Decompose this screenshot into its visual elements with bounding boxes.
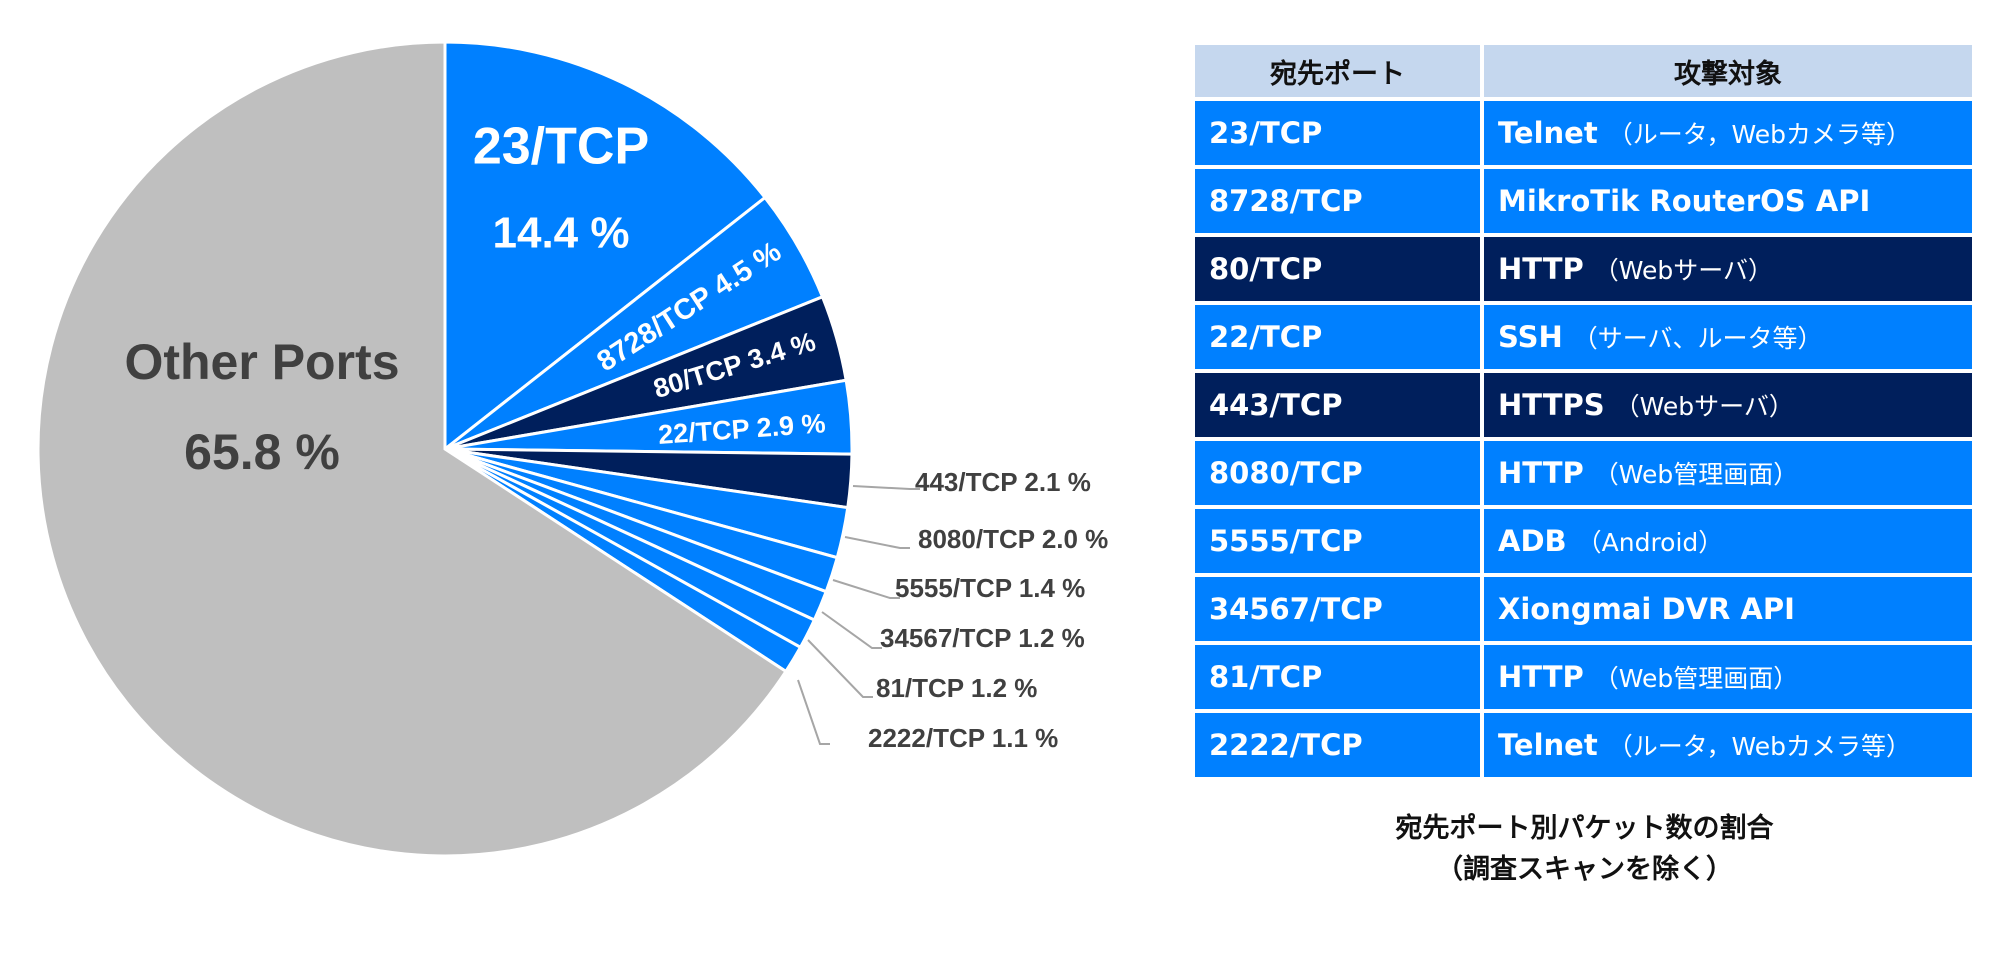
leader-line <box>844 536 910 549</box>
target-cell: Telnet （ルータ，Webカメラ等） <box>1482 99 1974 167</box>
header-target: 攻撃対象 <box>1482 43 1974 99</box>
leader-line <box>852 485 920 490</box>
chart-subtitle: （調査スキャンを除く） <box>1436 854 1733 885</box>
target-name: Telnet <box>1498 728 1598 762</box>
target-cell: HTTP （Web管理画面） <box>1482 643 1974 711</box>
data-label-other-ports-pct: 65.8 % <box>184 424 340 480</box>
target-name: MikroTik RouterOS API <box>1498 184 1871 218</box>
target-note: （Webサーバ） <box>1614 392 1794 421</box>
leader-line <box>807 639 873 698</box>
table-row: 8728/TCP MikroTik RouterOS API <box>1193 167 1974 235</box>
port-cell: 8728/TCP <box>1193 167 1482 235</box>
target-name: HTTP <box>1498 660 1584 694</box>
chart-title: 宛先ポート別パケット数の割合 <box>1395 813 1774 844</box>
target-cell: HTTP （Web管理画面） <box>1482 439 1974 507</box>
header-port: 宛先ポート <box>1193 43 1482 99</box>
target-name: SSH <box>1498 320 1563 354</box>
pie-slice-other-ports <box>36 40 788 858</box>
target-note: （ルータ，Webカメラ等） <box>1607 732 1911 761</box>
data-label-other-ports: Other Ports <box>124 334 399 390</box>
target-cell: ADB （Android） <box>1482 507 1974 575</box>
table-row: 2222/TCP Telnet （ルータ，Webカメラ等） <box>1193 711 1974 779</box>
leader-line <box>797 679 830 745</box>
port-cell: 81/TCP <box>1193 643 1482 711</box>
data-label-443-tcp: 443/TCP 2.1 % <box>915 467 1091 497</box>
port-cell: 2222/TCP <box>1193 711 1482 779</box>
table-row: 8080/TCP HTTP （Web管理画面） <box>1193 439 1974 507</box>
port-cell: 5555/TCP <box>1193 507 1482 575</box>
target-name: Telnet <box>1498 116 1598 150</box>
port-cell: 22/TCP <box>1193 303 1482 371</box>
target-note: （Android） <box>1576 528 1724 557</box>
target-name: Xiongmai DVR API <box>1498 592 1795 626</box>
leader-line <box>821 611 882 649</box>
data-label-23-tcp: 23/TCP <box>473 118 649 176</box>
target-cell: SSH （サーバ、ルータ等） <box>1482 303 1974 371</box>
port-cell: 34567/TCP <box>1193 575 1482 643</box>
target-note: （Web管理画面） <box>1593 664 1799 693</box>
target-cell: HTTP （Webサーバ） <box>1482 235 1974 303</box>
leader-line <box>832 579 900 599</box>
table-row: 22/TCP SSH （サーバ、ルータ等） <box>1193 303 1974 371</box>
table-header-row: 宛先ポート 攻撃対象 <box>1193 43 1974 99</box>
table-row: 443/TCP HTTPS （Webサーバ） <box>1193 371 1974 439</box>
target-name: HTTPS <box>1498 388 1605 422</box>
data-label-23-tcp-pct: 14.4 % <box>493 209 630 258</box>
port-cell: 23/TCP <box>1193 99 1482 167</box>
port-cell: 8080/TCP <box>1193 439 1482 507</box>
target-name: HTTP <box>1498 456 1584 490</box>
target-note: （Webサーバ） <box>1593 256 1774 285</box>
port-cell: 80/TCP <box>1193 235 1482 303</box>
table-row: 80/TCP HTTP （Webサーバ） <box>1193 235 1974 303</box>
data-label-2222-tcp: 2222/TCP 1.1 % <box>868 723 1058 753</box>
target-cell: HTTPS （Webサーバ） <box>1482 371 1974 439</box>
port-cell: 443/TCP <box>1193 371 1482 439</box>
data-label-5555-tcp: 5555/TCP 1.4 % <box>895 573 1085 603</box>
data-label-8080-tcp: 8080/TCP 2.0 % <box>918 524 1108 554</box>
target-name: ADB <box>1498 524 1567 558</box>
pie-slice-23-tcp <box>443 40 768 453</box>
target-note: （ルータ，Webカメラ等） <box>1607 120 1911 149</box>
target-note: （サーバ、ルータ等） <box>1572 324 1823 353</box>
target-name: HTTP <box>1498 252 1584 286</box>
table-row: 81/TCP HTTP （Web管理画面） <box>1193 643 1974 711</box>
target-note: （Web管理画面） <box>1593 460 1799 489</box>
table-row: 23/TCP Telnet （ルータ，Webカメラ等） <box>1193 99 1974 167</box>
table-row: 34567/TCP Xiongmai DVR API <box>1193 575 1974 643</box>
target-cell: Telnet （ルータ，Webカメラ等） <box>1482 711 1974 779</box>
port-table: 宛先ポート 攻撃対象 23/TCP Telnet （ルータ，Webカメラ等） 872… <box>1193 43 1974 779</box>
data-label-81-tcp: 81/TCP 1.2 % <box>876 673 1037 703</box>
table-row: 5555/TCP ADB （Android） <box>1193 507 1974 575</box>
data-label-34567-tcp: 34567/TCP 1.2 % <box>880 623 1085 653</box>
target-cell: MikroTik RouterOS API <box>1482 167 1974 235</box>
target-cell: Xiongmai DVR API <box>1482 575 1974 643</box>
